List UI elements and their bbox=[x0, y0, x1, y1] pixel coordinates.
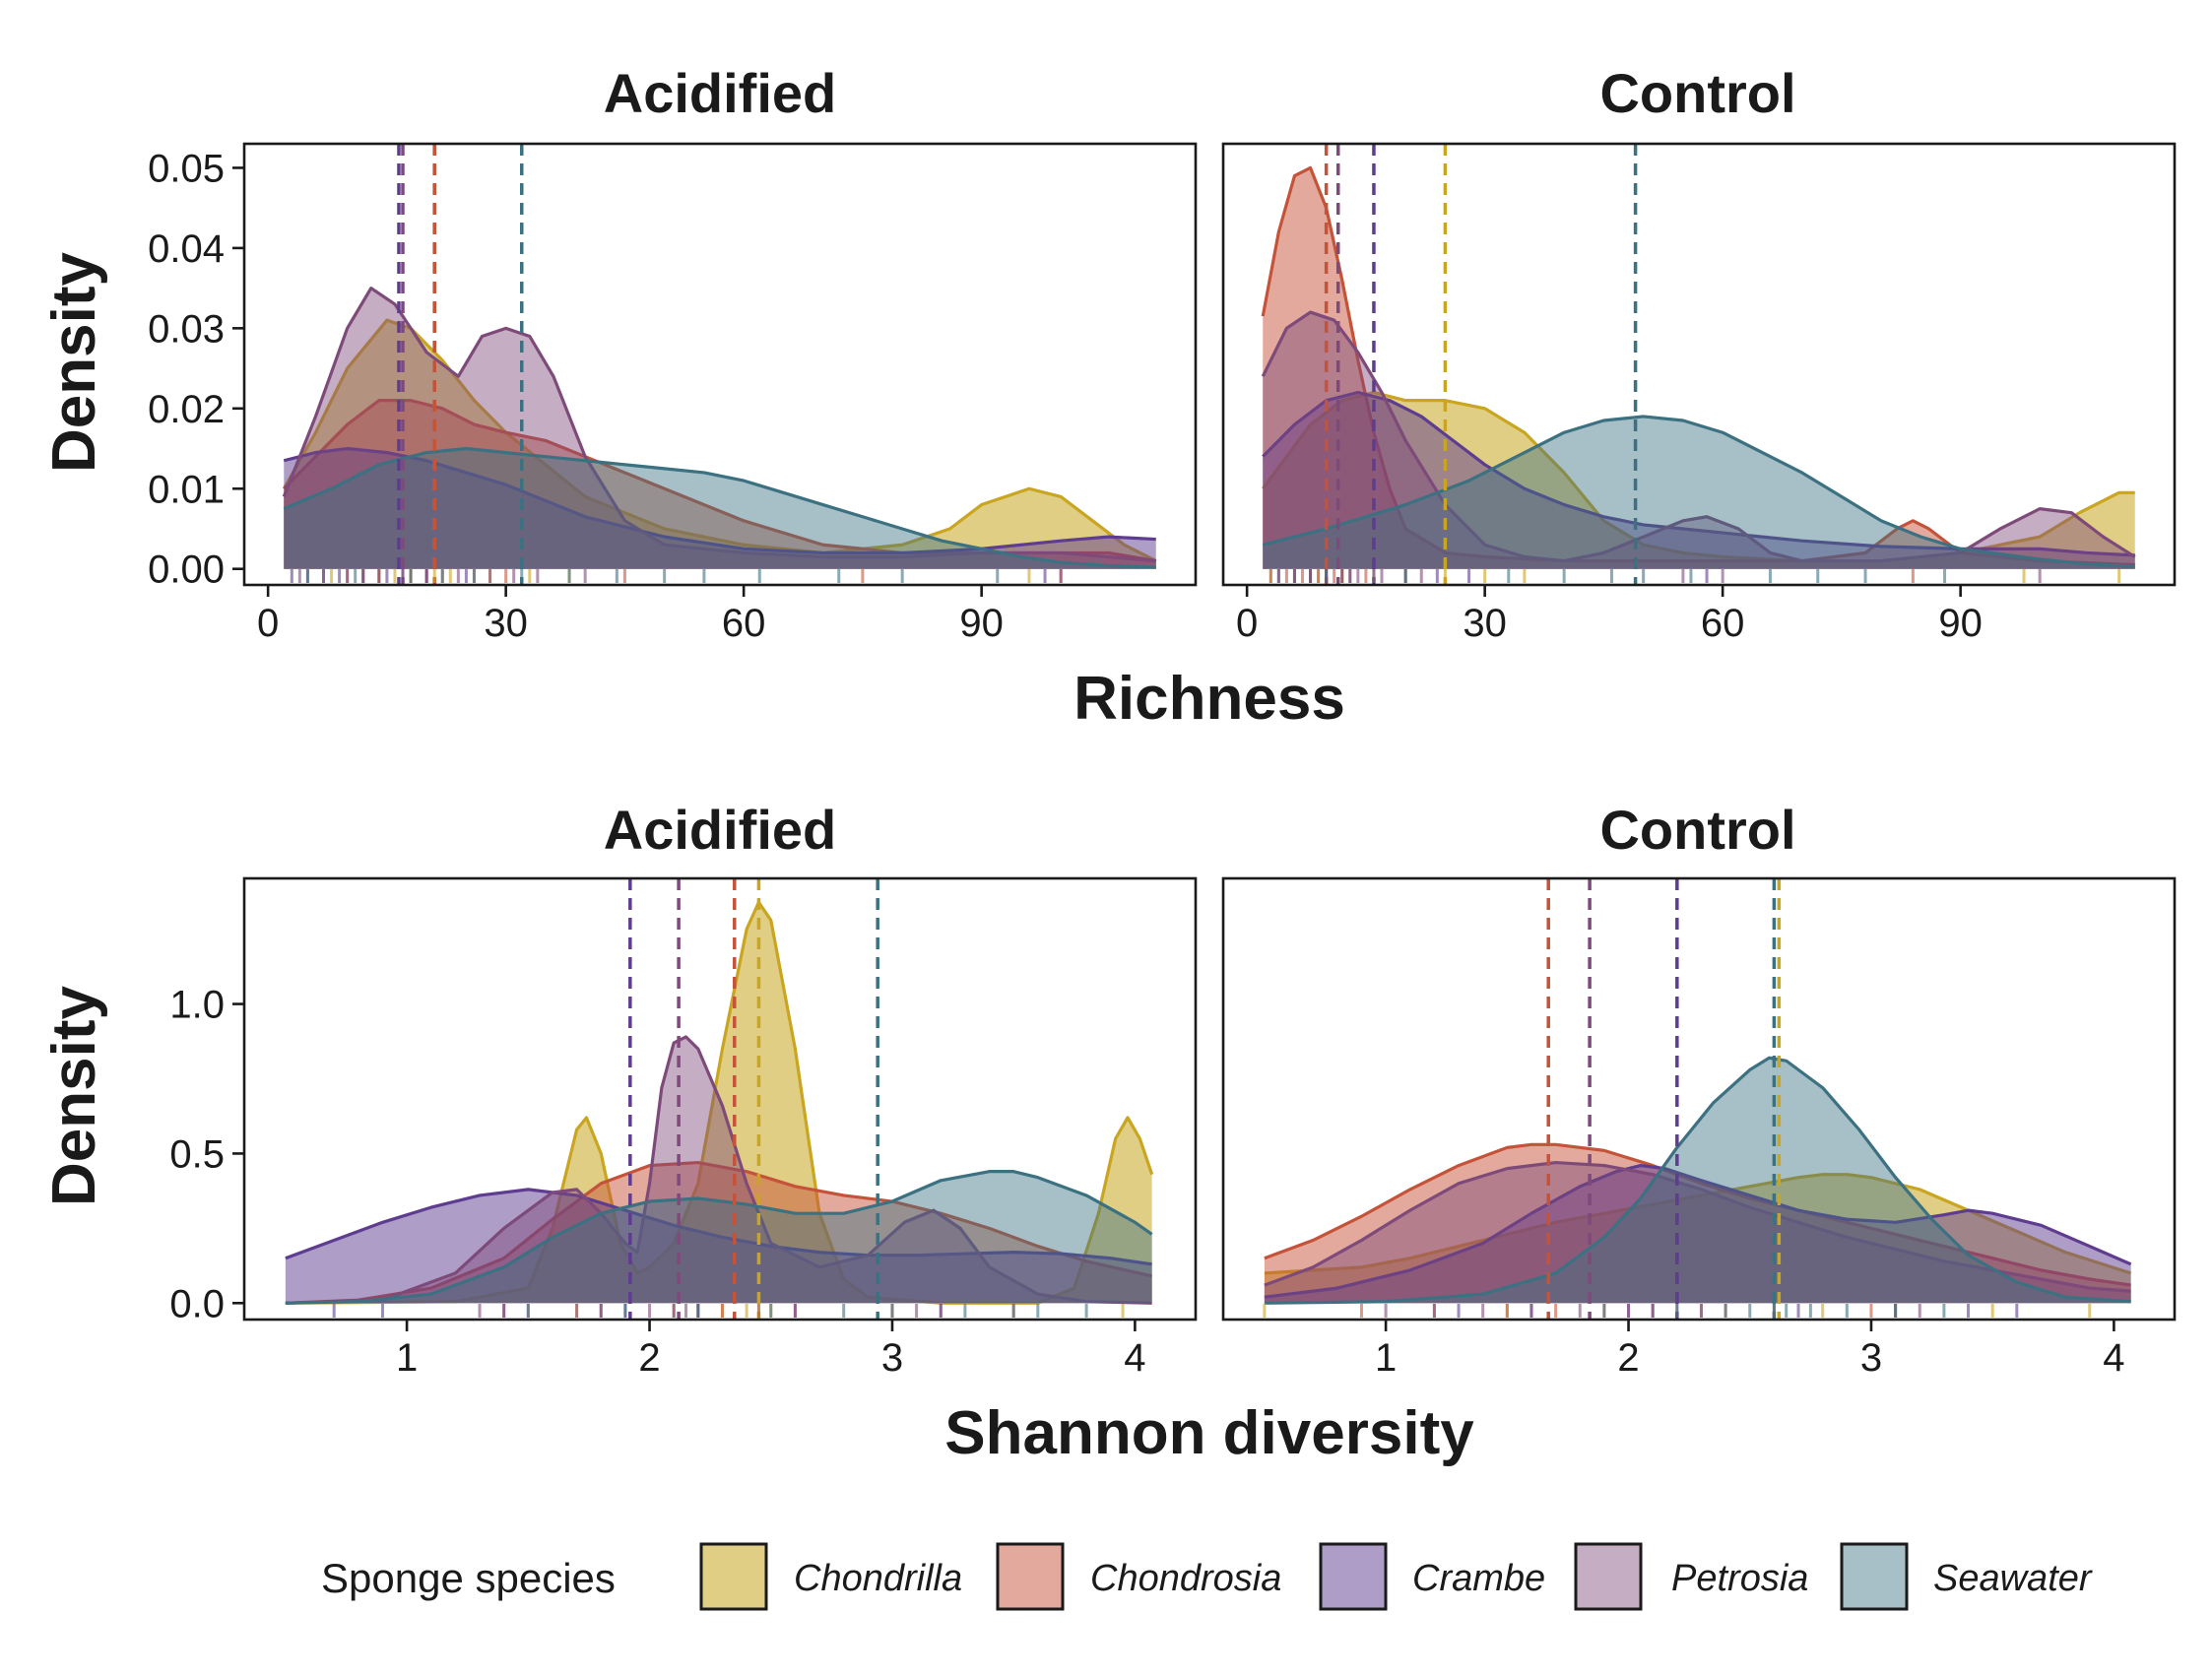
density-line-seawater bbox=[285, 1170, 1153, 1305]
legend-label-chondrilla: Chondrilla bbox=[794, 1558, 962, 1599]
density-line-crambe bbox=[1264, 1163, 2132, 1299]
panel-title-richness-control: Control bbox=[1599, 62, 1795, 124]
y-tick-label: 1.0 bbox=[169, 984, 225, 1027]
panel-title-richness-acidified: Acidified bbox=[604, 62, 836, 124]
y-tick-label: 0.03 bbox=[148, 307, 225, 351]
xlabel-richness: Richness bbox=[1073, 665, 1345, 733]
legend-swatch-crambe bbox=[1319, 1542, 1388, 1611]
x-tick-label: 0 bbox=[1236, 602, 1258, 645]
legend-label-crambe: Crambe bbox=[1412, 1558, 1545, 1599]
legend: Sponge species Chondrilla Chondrosia Cra… bbox=[321, 1542, 2093, 1611]
panel-richness-control: 0 30 60 90 bbox=[1221, 142, 2177, 645]
panel-border bbox=[1221, 876, 2177, 1322]
panel-border bbox=[242, 142, 1198, 587]
x-tick-label: 2 bbox=[1617, 1336, 1639, 1380]
y-tick-label: 0.02 bbox=[148, 388, 225, 431]
x-tick-label: 3 bbox=[1860, 1336, 1882, 1380]
density-area-crambe bbox=[1264, 1165, 2131, 1304]
density-area-petrosia bbox=[285, 1036, 1152, 1304]
density-line-petrosia bbox=[1261, 310, 2136, 563]
density-line-seawater bbox=[283, 446, 1156, 569]
y-tick-label: 0.01 bbox=[148, 468, 225, 511]
plot-marks bbox=[285, 878, 1154, 1320]
x-tick-label: 4 bbox=[1124, 1336, 1145, 1380]
density-line-seawater bbox=[1264, 1056, 2131, 1305]
x-tick-label: 1 bbox=[1375, 1336, 1397, 1380]
x-tick-label: 1 bbox=[396, 1336, 418, 1380]
density-line-chondrilla bbox=[285, 900, 1154, 1305]
density-area-petrosia bbox=[1263, 312, 2135, 569]
legend-title: Sponge species bbox=[321, 1555, 616, 1601]
panel-shannon-diversity-control: 1 2 3 4 bbox=[1221, 876, 2177, 1380]
panel-title-shannon-acidified: Acidified bbox=[604, 799, 836, 861]
y-tick-label: 0.5 bbox=[169, 1132, 225, 1176]
density-line-petrosia bbox=[282, 287, 1156, 563]
x-tick-label: 2 bbox=[638, 1336, 660, 1380]
xlabel-shannon: Shannon diversity bbox=[944, 1399, 1474, 1467]
panel-richness-acidified: 0 30 60 90 0.00 0.01 0.02 0.03 0.04 0.05 bbox=[148, 142, 1198, 645]
legend-swatch-chondrilla bbox=[699, 1542, 768, 1611]
density-area-petrosia bbox=[1264, 1162, 2131, 1304]
x-tick-label: 90 bbox=[1938, 602, 1983, 645]
density-area-seawater bbox=[284, 448, 1156, 569]
x-tick-label: 30 bbox=[484, 602, 528, 645]
density-area-seawater bbox=[1264, 1058, 2131, 1304]
density-area-crambe bbox=[1263, 392, 2135, 569]
y-tick-label: 0.04 bbox=[148, 227, 225, 271]
density-area-seawater bbox=[285, 1171, 1152, 1304]
panel-border bbox=[242, 876, 1198, 1322]
density-area-petrosia bbox=[284, 288, 1156, 569]
plot-marks bbox=[1261, 144, 2136, 585]
legend-swatch-chondrosia bbox=[996, 1542, 1065, 1611]
plot-marks bbox=[282, 144, 1157, 585]
x-tick-label: 3 bbox=[881, 1336, 903, 1380]
x-tick-label: 60 bbox=[722, 602, 766, 645]
density-line-crambe bbox=[283, 446, 1156, 555]
legend-label-petrosia: Petrosia bbox=[1671, 1558, 1808, 1599]
density-area-crambe bbox=[285, 1189, 1152, 1304]
x-tick-label: 30 bbox=[1463, 602, 1507, 645]
x-tick-label: 4 bbox=[2103, 1336, 2124, 1380]
density-line-crambe bbox=[1262, 390, 2135, 557]
legend-swatch-petrosia bbox=[1574, 1542, 1643, 1611]
legend-swatch-seawater bbox=[1840, 1542, 1909, 1611]
legend-label-chondrosia: Chondrosia bbox=[1090, 1558, 1281, 1599]
y-tick-label: 0.00 bbox=[148, 548, 225, 592]
x-tick-label: 0 bbox=[257, 602, 279, 645]
ylabel-shannon: Density bbox=[40, 986, 108, 1206]
panel-border bbox=[1221, 142, 2177, 587]
plot-marks bbox=[1263, 878, 2132, 1320]
panel-title-shannon-control: Control bbox=[1599, 799, 1795, 861]
y-tick-label: 0.05 bbox=[148, 147, 225, 190]
panel-shannon-diversity-acidified: 1 2 3 4 0.0 0.5 1.0 bbox=[169, 876, 1198, 1380]
density-line-crambe bbox=[285, 1188, 1152, 1266]
density-area-crambe bbox=[284, 448, 1156, 569]
density-line-seawater bbox=[1262, 415, 2135, 568]
y-tick-label: 0.0 bbox=[169, 1282, 225, 1325]
ylabel-richness: Density bbox=[40, 252, 108, 473]
density-area-seawater bbox=[1263, 416, 2135, 569]
x-tick-label: 60 bbox=[1701, 602, 1745, 645]
density-line-petrosia bbox=[285, 1035, 1152, 1305]
density-area-chondrilla bbox=[285, 902, 1152, 1304]
legend-label-seawater: Seawater bbox=[1933, 1558, 2093, 1599]
x-tick-label: 90 bbox=[959, 602, 1004, 645]
